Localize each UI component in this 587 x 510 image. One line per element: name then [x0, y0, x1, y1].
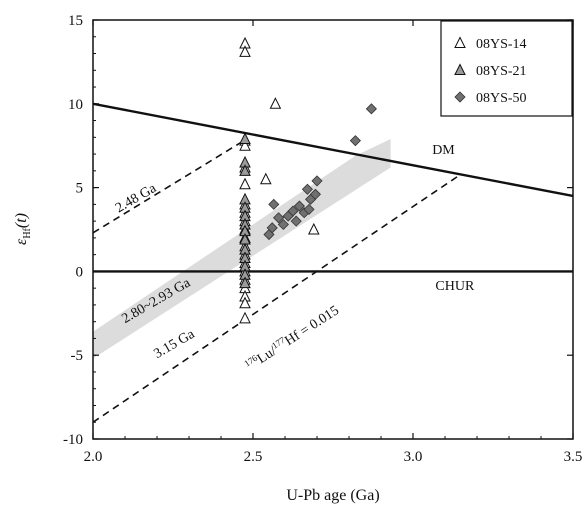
- lu-hf-label: 176Lu/177Hf = 0.015: [242, 302, 342, 375]
- y-axis-label-sub: Hf: [22, 227, 33, 238]
- y-axis-label-tail: (t): [13, 213, 30, 228]
- data-point: [303, 203, 315, 215]
- x-axis-label: U-Pb age (Ga): [286, 487, 379, 504]
- data-point: [307, 222, 320, 235]
- data-point: [239, 45, 251, 57]
- data-point: [239, 132, 251, 144]
- y-tick-label: -5: [71, 348, 84, 364]
- axis-ticks-layer: 2.0 2.5 3.0 3.5 -10 -5 0 5 10 15: [63, 13, 582, 465]
- annotation-2-80-2-93-ga: 2.80~2.93 Ga: [120, 275, 194, 327]
- data-point: [277, 218, 289, 231]
- x-tick-label: 3.0: [404, 449, 423, 465]
- data-point: [239, 311, 251, 324]
- annotation-chur: CHUR: [435, 279, 475, 294]
- legend-box: [440, 20, 573, 117]
- data-point: [268, 198, 280, 210]
- data-point: [311, 175, 323, 187]
- annotation-dm: DM: [432, 143, 455, 158]
- y-axis-label-main: ε: [13, 238, 30, 245]
- x-tick-label: 3.5: [564, 449, 583, 465]
- data-point: [239, 164, 251, 176]
- legend: 08YS-14 08YS-21 08YS-50: [440, 20, 573, 117]
- annotation-3-15-ga: 3.15 Ga: [152, 326, 199, 362]
- y-tick-label: 15: [68, 13, 83, 29]
- data-point: [365, 103, 377, 115]
- series-08ys-14: [239, 36, 320, 324]
- annotation-2-48-ga: 2.48 Ga: [113, 181, 160, 217]
- series-08ys-21: [239, 132, 251, 289]
- data-point: [269, 97, 282, 109]
- data-point: [239, 276, 251, 289]
- data-point: [239, 177, 251, 190]
- data-point: [239, 296, 251, 309]
- data-point: [239, 139, 251, 151]
- lu-hf-text2: Hf = 0.015: [282, 303, 341, 349]
- y-tick-label: 10: [68, 97, 83, 113]
- legend-label-08ys-21: 08YS-21: [476, 64, 527, 79]
- data-point: [301, 183, 313, 195]
- series-08ys-50: [263, 103, 377, 241]
- data-points-layer: [239, 36, 377, 324]
- data-point: [266, 222, 278, 234]
- reference-line-2-48-ga: [93, 138, 248, 234]
- reference-line-dm: [93, 102, 573, 198]
- y-axis-label: εHf(t): [13, 213, 33, 245]
- legend-marker-08ys-21: [454, 63, 466, 75]
- data-point: [309, 188, 321, 200]
- legend-label-08ys-14: 08YS-14: [476, 37, 527, 52]
- y-tick-label: 5: [76, 181, 84, 197]
- data-point: [287, 205, 299, 217]
- data-point: [259, 172, 272, 185]
- legend-marker-08ys-14: [454, 36, 466, 48]
- x-tick-label: 2.5: [244, 449, 263, 465]
- data-point: [290, 215, 302, 227]
- reference-lines-layer: [93, 102, 573, 423]
- y-tick-label: 0: [76, 264, 84, 280]
- plot-frame: [92, 19, 574, 440]
- legend-marker-08ys-50: [454, 91, 466, 103]
- data-point: [349, 135, 361, 147]
- data-point: [273, 212, 285, 224]
- x-tick-label: 2.0: [84, 449, 103, 465]
- data-point: [293, 200, 305, 212]
- reference-line-3-15-ga: [93, 173, 462, 423]
- legend-label-08ys-50: 08YS-50: [476, 91, 527, 106]
- y-tick-label: -10: [63, 432, 83, 448]
